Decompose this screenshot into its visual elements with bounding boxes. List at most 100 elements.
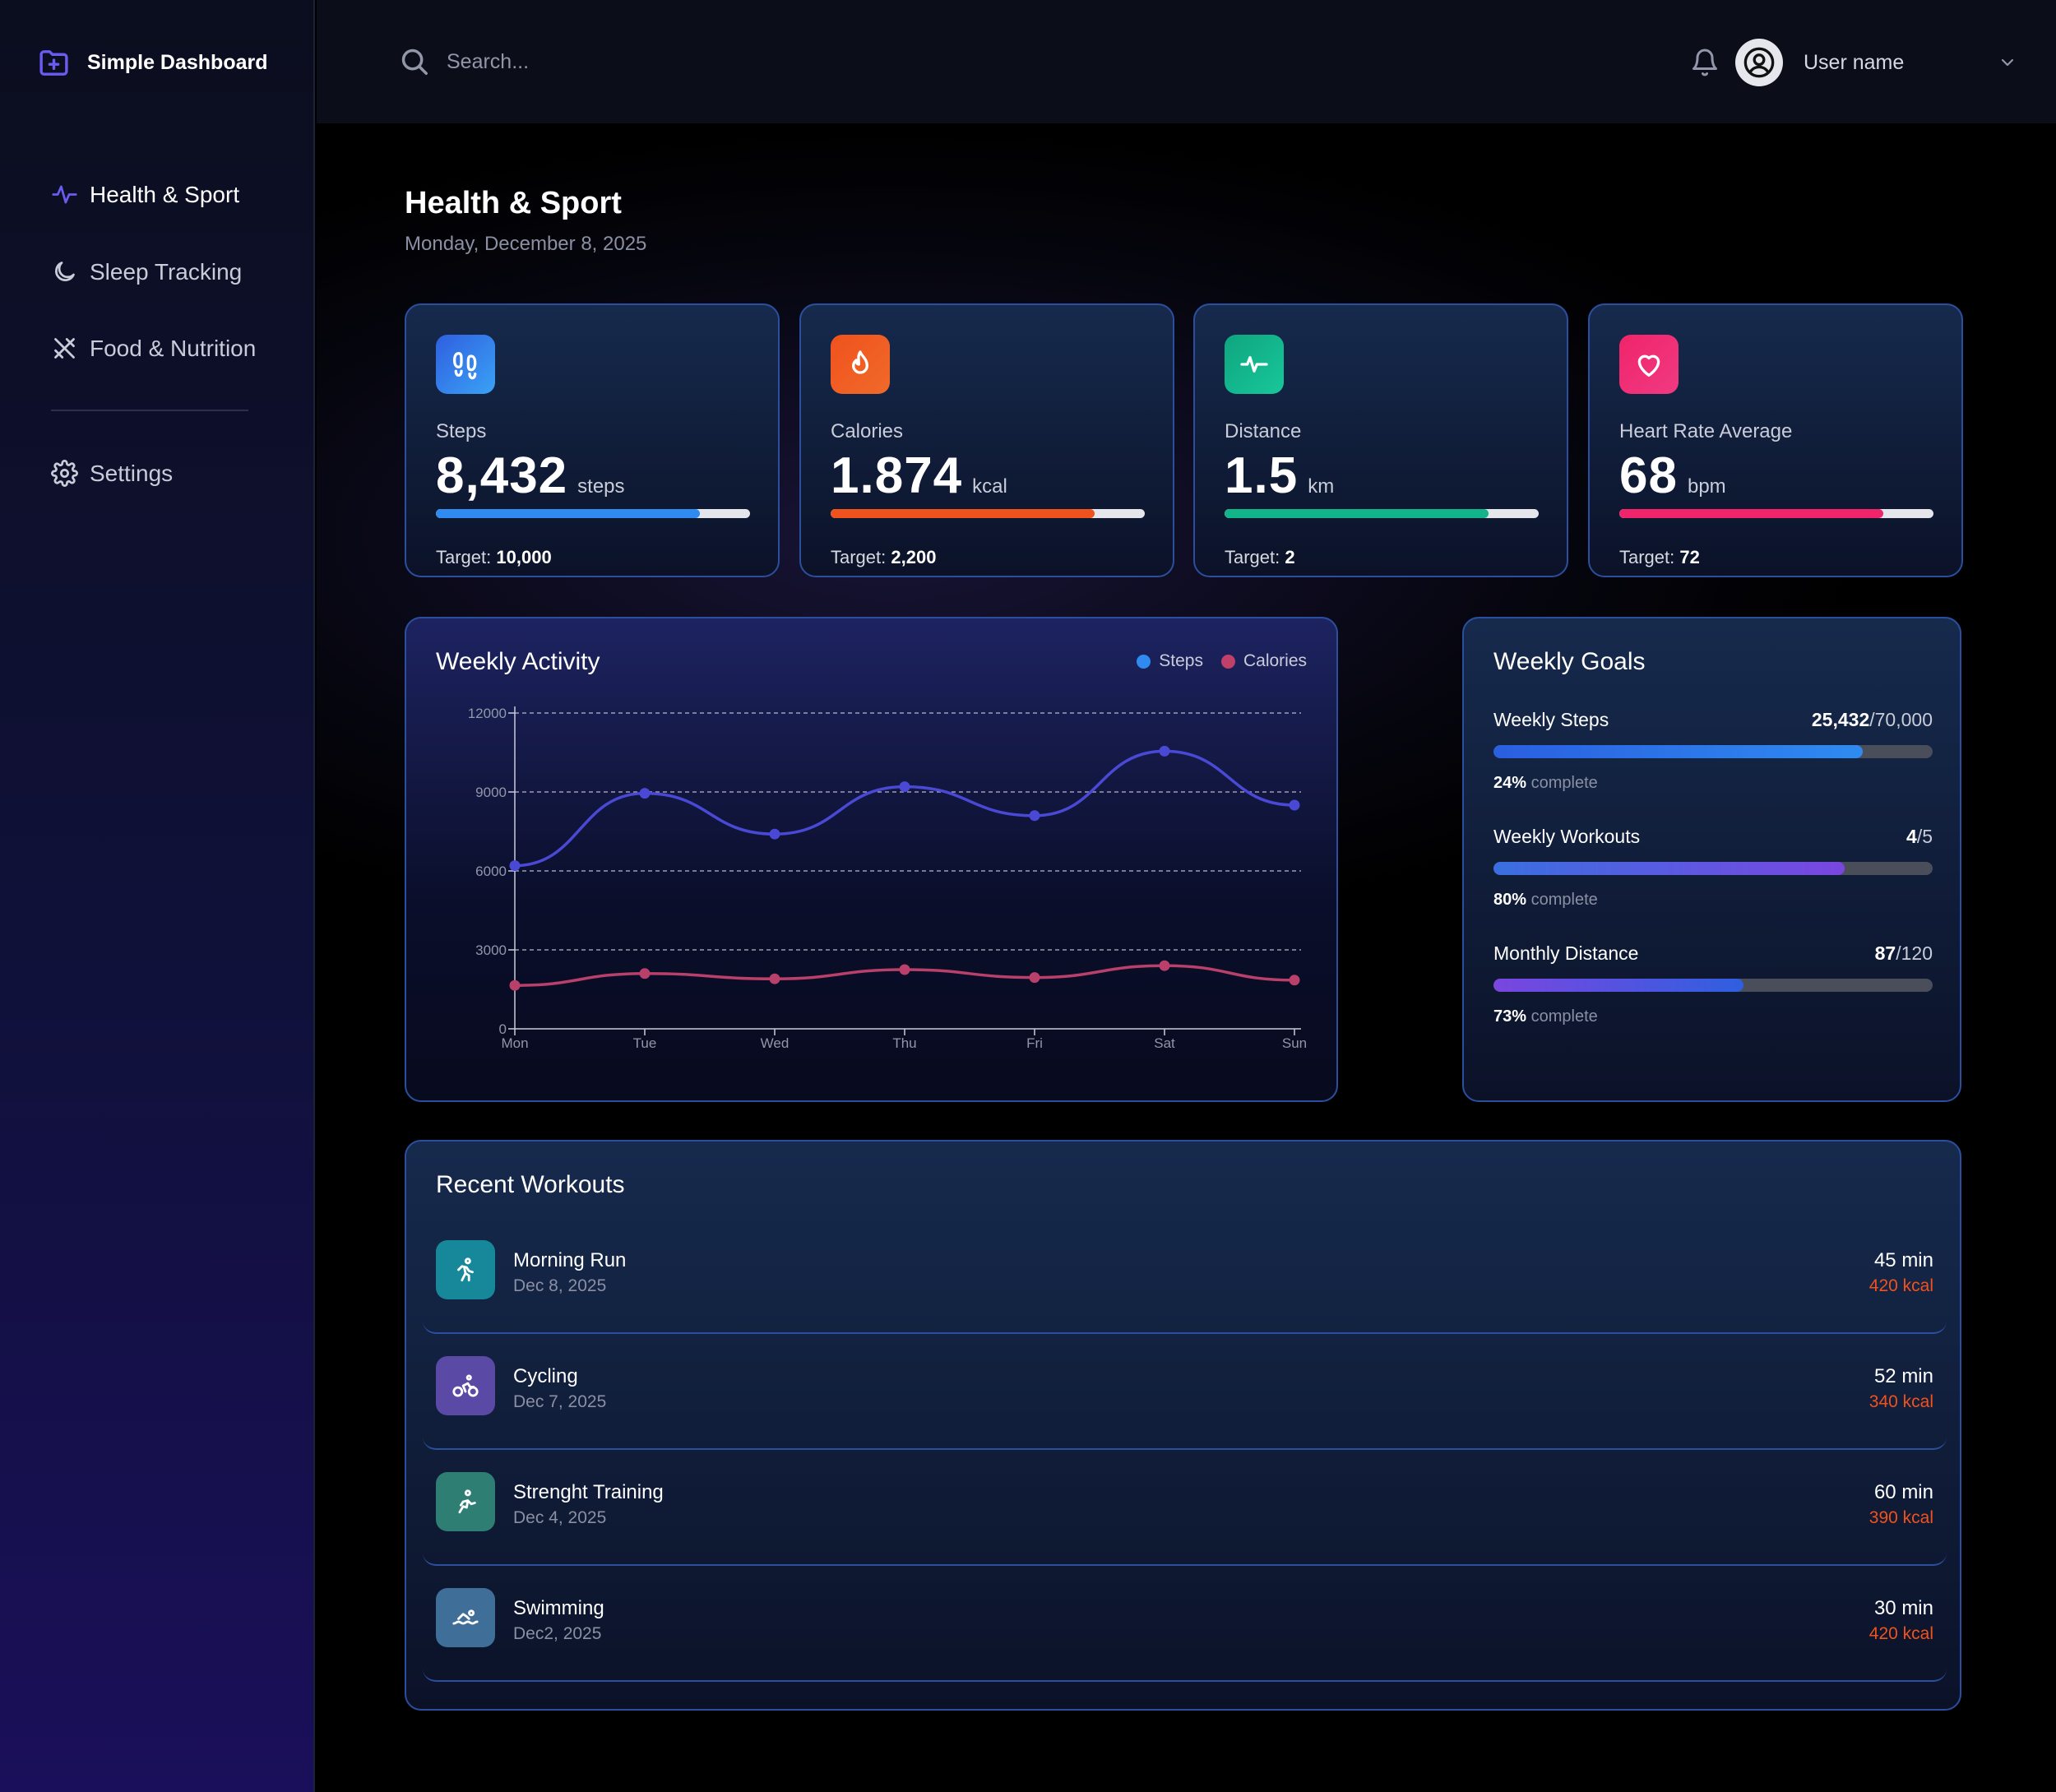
- stat-card-steps[interactable]: Steps 8,432 steps Target: 10,000: [405, 303, 780, 577]
- sidebar-item-settings[interactable]: Settings: [51, 460, 173, 487]
- search-icon[interactable]: [399, 46, 430, 77]
- legend-dot: [1137, 654, 1151, 669]
- user-name[interactable]: User name: [1804, 51, 1905, 74]
- data-point-calories: [1289, 975, 1300, 986]
- distance-icon-box: [1225, 335, 1284, 394]
- data-point-calories: [1159, 960, 1170, 971]
- stat-progress-bar: [1619, 509, 1933, 518]
- flame-icon: [852, 350, 868, 374]
- data-point-calories: [769, 973, 780, 984]
- sidebar-item-label: Health & Sport: [90, 181, 240, 207]
- legend-label: Calories: [1243, 651, 1307, 670]
- workout-name: Strenght Training: [513, 1481, 664, 1503]
- stat-card-calories[interactable]: Calories 1.874 kcal Target: 2,200: [799, 303, 1174, 577]
- legend-item-calories[interactable]: Calories: [1220, 651, 1307, 671]
- goal-value: 4/5: [1906, 826, 1933, 848]
- target-label: Target:: [1619, 547, 1675, 567]
- gear-icon: [51, 460, 78, 487]
- stat-progress-fill: [1619, 509, 1883, 518]
- workout-icon-box: [436, 1588, 495, 1647]
- sidebar-item-health-sport[interactable]: Health & Sport: [51, 181, 239, 208]
- stat-value-row: 1.5 km: [1225, 447, 1334, 505]
- calories-icon-box: [831, 335, 890, 394]
- goal-header: Weekly Workouts 4/5: [1493, 826, 1933, 848]
- workout-icon-box: [436, 1356, 495, 1415]
- moon-icon: [55, 262, 75, 281]
- stat-unit: kcal: [972, 475, 1007, 498]
- workout-kcal: 420 kcal: [1868, 1276, 1933, 1295]
- data-point-steps: [1289, 799, 1300, 811]
- workout-row[interactable]: Swimming Dec2, 2025 30 min 420 kcal: [423, 1567, 1947, 1682]
- search-input[interactable]: [447, 49, 940, 74]
- stat-target: Target: 72: [1619, 547, 1700, 568]
- sidebar-item-sleep-tracking[interactable]: Sleep Tracking: [51, 258, 242, 285]
- goal-weekly-steps: Weekly Steps 25,432/70,000 24% complete: [1493, 709, 1933, 793]
- goal-current: 87: [1874, 942, 1896, 964]
- stat-card-heart-rate[interactable]: Heart Rate Average 68 bpm Target: 72: [1588, 303, 1963, 577]
- sidebar-item-food-nutrition[interactable]: Food & Nutrition: [51, 335, 256, 362]
- goal-progress-bar: [1493, 745, 1933, 758]
- data-point-calories: [639, 968, 651, 979]
- legend-item-steps[interactable]: Steps: [1137, 651, 1203, 671]
- activity-icon: [52, 185, 77, 204]
- sidebar-divider: [51, 410, 248, 411]
- workout-row[interactable]: Morning Run Dec 8, 2025 45 min 420 kcal: [423, 1219, 1947, 1334]
- stat-card-distance[interactable]: Distance 1.5 km Target: 2: [1193, 303, 1568, 577]
- legend-label: Steps: [1159, 651, 1203, 670]
- legend-dot: [1220, 654, 1235, 669]
- page-title: Health & Sport: [405, 186, 622, 220]
- x-tick-label: Tue: [633, 1035, 657, 1051]
- goal-header: Monthly Distance 87/120: [1493, 942, 1933, 965]
- stat-target: Target: 2,200: [831, 547, 936, 568]
- sidebar-item-label: Sleep Tracking: [90, 258, 243, 285]
- series-line-steps: [514, 749, 1295, 868]
- data-point-steps: [1159, 745, 1170, 757]
- stat-value-row: 68 bpm: [1619, 447, 1726, 505]
- recent-workouts-card: Recent Workouts Morning Run Dec 8, 2025 …: [405, 1140, 1961, 1711]
- goal-progress-bar: [1493, 862, 1933, 875]
- data-point-steps: [1029, 810, 1040, 822]
- brand[interactable]: Simple Dashboard: [37, 46, 268, 80]
- workout-row[interactable]: Cycling Dec 7, 2025 52 min 340 kcal: [423, 1335, 1947, 1450]
- workout-kcal: 340 kcal: [1868, 1392, 1933, 1411]
- workout-date: Dec 4, 2025: [513, 1508, 607, 1527]
- chevron-down-icon[interactable]: [1998, 54, 2017, 71]
- workout-row[interactable]: Strenght Training Dec 4, 2025 60 min 390…: [423, 1451, 1947, 1566]
- weekly-activity-title: Weekly Activity: [436, 648, 600, 675]
- y-tick-label: 9000: [475, 785, 507, 800]
- goal-label: Monthly Distance: [1493, 942, 1639, 964]
- workout-kcal: 420 kcal: [1868, 1624, 1933, 1643]
- data-point-steps: [639, 788, 651, 799]
- goal-monthly-distance: Monthly Distance 87/120 73% complete: [1493, 942, 1933, 1026]
- bike-icon: [452, 1374, 479, 1397]
- page-date: Monday, December 8, 2025: [405, 233, 647, 255]
- goal-total: /120: [1896, 942, 1933, 964]
- goal-label: Weekly Steps: [1493, 709, 1609, 730]
- target-label: Target:: [1225, 547, 1280, 567]
- stat-label: Calories: [831, 420, 904, 442]
- goal-weekly-workouts: Weekly Workouts 4/5 80% complete: [1493, 826, 1933, 910]
- target-value: 10,000: [496, 547, 552, 567]
- stat-value: 1.5: [1225, 447, 1299, 504]
- stat-value: 68: [1619, 447, 1678, 504]
- weekly-goals-card: Weekly Goals Weekly Steps 25,432/70,000 …: [1462, 617, 1961, 1102]
- workout-duration: 60 min: [1873, 1481, 1933, 1503]
- y-tick-label: 12000: [468, 706, 507, 721]
- avatar[interactable]: [1735, 39, 1783, 86]
- stat-progress-bar: [831, 509, 1145, 518]
- goal-label: Weekly Workouts: [1493, 826, 1641, 847]
- goal-percent-value: 24%: [1493, 774, 1527, 792]
- target-value: 2,200: [891, 547, 937, 567]
- stat-value: 8,432: [436, 447, 568, 504]
- chart-legend: Steps Calories: [1137, 651, 1307, 671]
- goal-percent: 24% complete: [1493, 774, 1933, 793]
- workout-name: Morning Run: [513, 1249, 627, 1271]
- heart-icon: [1637, 354, 1660, 377]
- workout-duration: 45 min: [1873, 1249, 1933, 1271]
- data-point-steps: [509, 860, 521, 872]
- bell-icon[interactable]: [1690, 48, 1720, 77]
- stat-target: Target: 2: [1225, 547, 1295, 568]
- topbar: User name: [317, 0, 2056, 123]
- workout-date: Dec 8, 2025: [513, 1276, 607, 1295]
